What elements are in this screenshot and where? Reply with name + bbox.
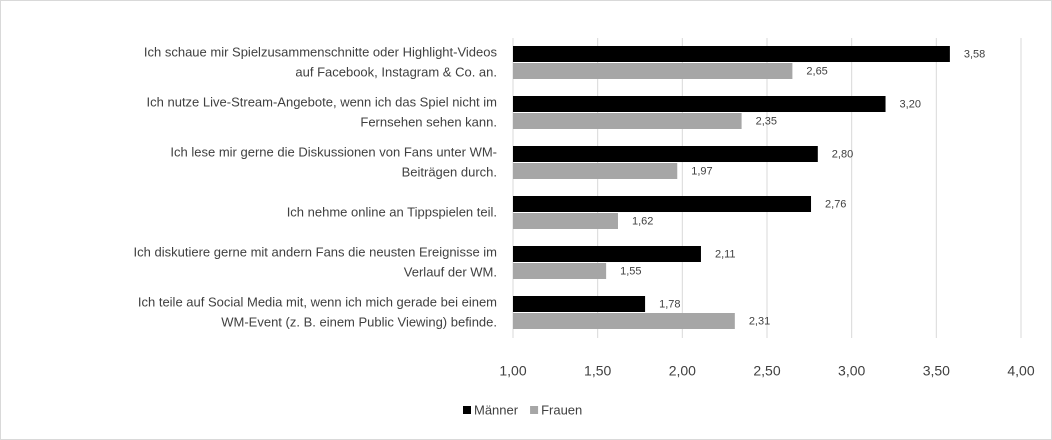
value-label: 1,55	[620, 265, 641, 277]
value-label: 1,97	[691, 165, 712, 177]
value-label: 2,35	[756, 115, 777, 127]
category-label: Ich diskutiere gerne mit andern Fans die…	[134, 244, 497, 259]
category-label: Fernsehen sehen kann.	[360, 114, 497, 129]
x-tick-label: 2,00	[669, 363, 696, 379]
x-tick-label: 4,00	[1007, 363, 1034, 379]
bar	[513, 313, 735, 329]
value-label: 3,20	[900, 98, 921, 110]
category-label: Ich schaue mir Spielzusammenschnitte ode…	[144, 44, 498, 59]
value-label: 1,62	[632, 215, 653, 227]
value-label: 2,76	[825, 198, 846, 210]
legend-swatch	[463, 406, 471, 414]
category-label: Beiträgen durch.	[402, 164, 497, 179]
category-label: Ich nutze Live-Stream-Angebote, wenn ich…	[147, 94, 497, 109]
x-tick-label: 3,50	[923, 363, 950, 379]
bar	[513, 196, 812, 212]
legend-label: Frauen	[541, 402, 582, 417]
bar	[513, 246, 701, 262]
bar	[513, 163, 678, 179]
x-tick-label: 1,50	[584, 363, 611, 379]
bar	[513, 146, 818, 162]
value-label: 1,78	[659, 298, 680, 310]
bar	[513, 63, 793, 79]
value-label: 2,80	[832, 148, 853, 160]
x-tick-label: 2,50	[753, 363, 780, 379]
bar	[513, 213, 618, 229]
value-label: 2,65	[806, 65, 827, 77]
category-label: Verlauf der WM.	[404, 264, 497, 279]
value-label: 3,58	[964, 48, 985, 60]
bar	[513, 46, 950, 62]
bar	[513, 96, 886, 112]
category-label: Ich nehme online an Tippspielen teil.	[287, 204, 497, 219]
legend-swatch	[530, 406, 539, 414]
category-label: Ich lese mir gerne die Diskussionen von …	[170, 144, 497, 159]
category-label: auf Facebook, Instagram & Co. an.	[295, 64, 497, 79]
bar	[513, 263, 607, 279]
category-label: Ich teile auf Social Media mit, wenn ich…	[138, 294, 497, 309]
value-label: 2,31	[749, 315, 770, 327]
legend-label: Männer	[474, 402, 519, 417]
x-tick-label: 3,00	[838, 363, 865, 379]
category-label: WM-Event (z. B. einem Public Viewing) be…	[221, 314, 497, 329]
bar	[513, 113, 742, 129]
x-tick-label: 1,00	[499, 363, 526, 379]
bar	[513, 296, 646, 312]
value-label: 2,11	[715, 248, 736, 260]
